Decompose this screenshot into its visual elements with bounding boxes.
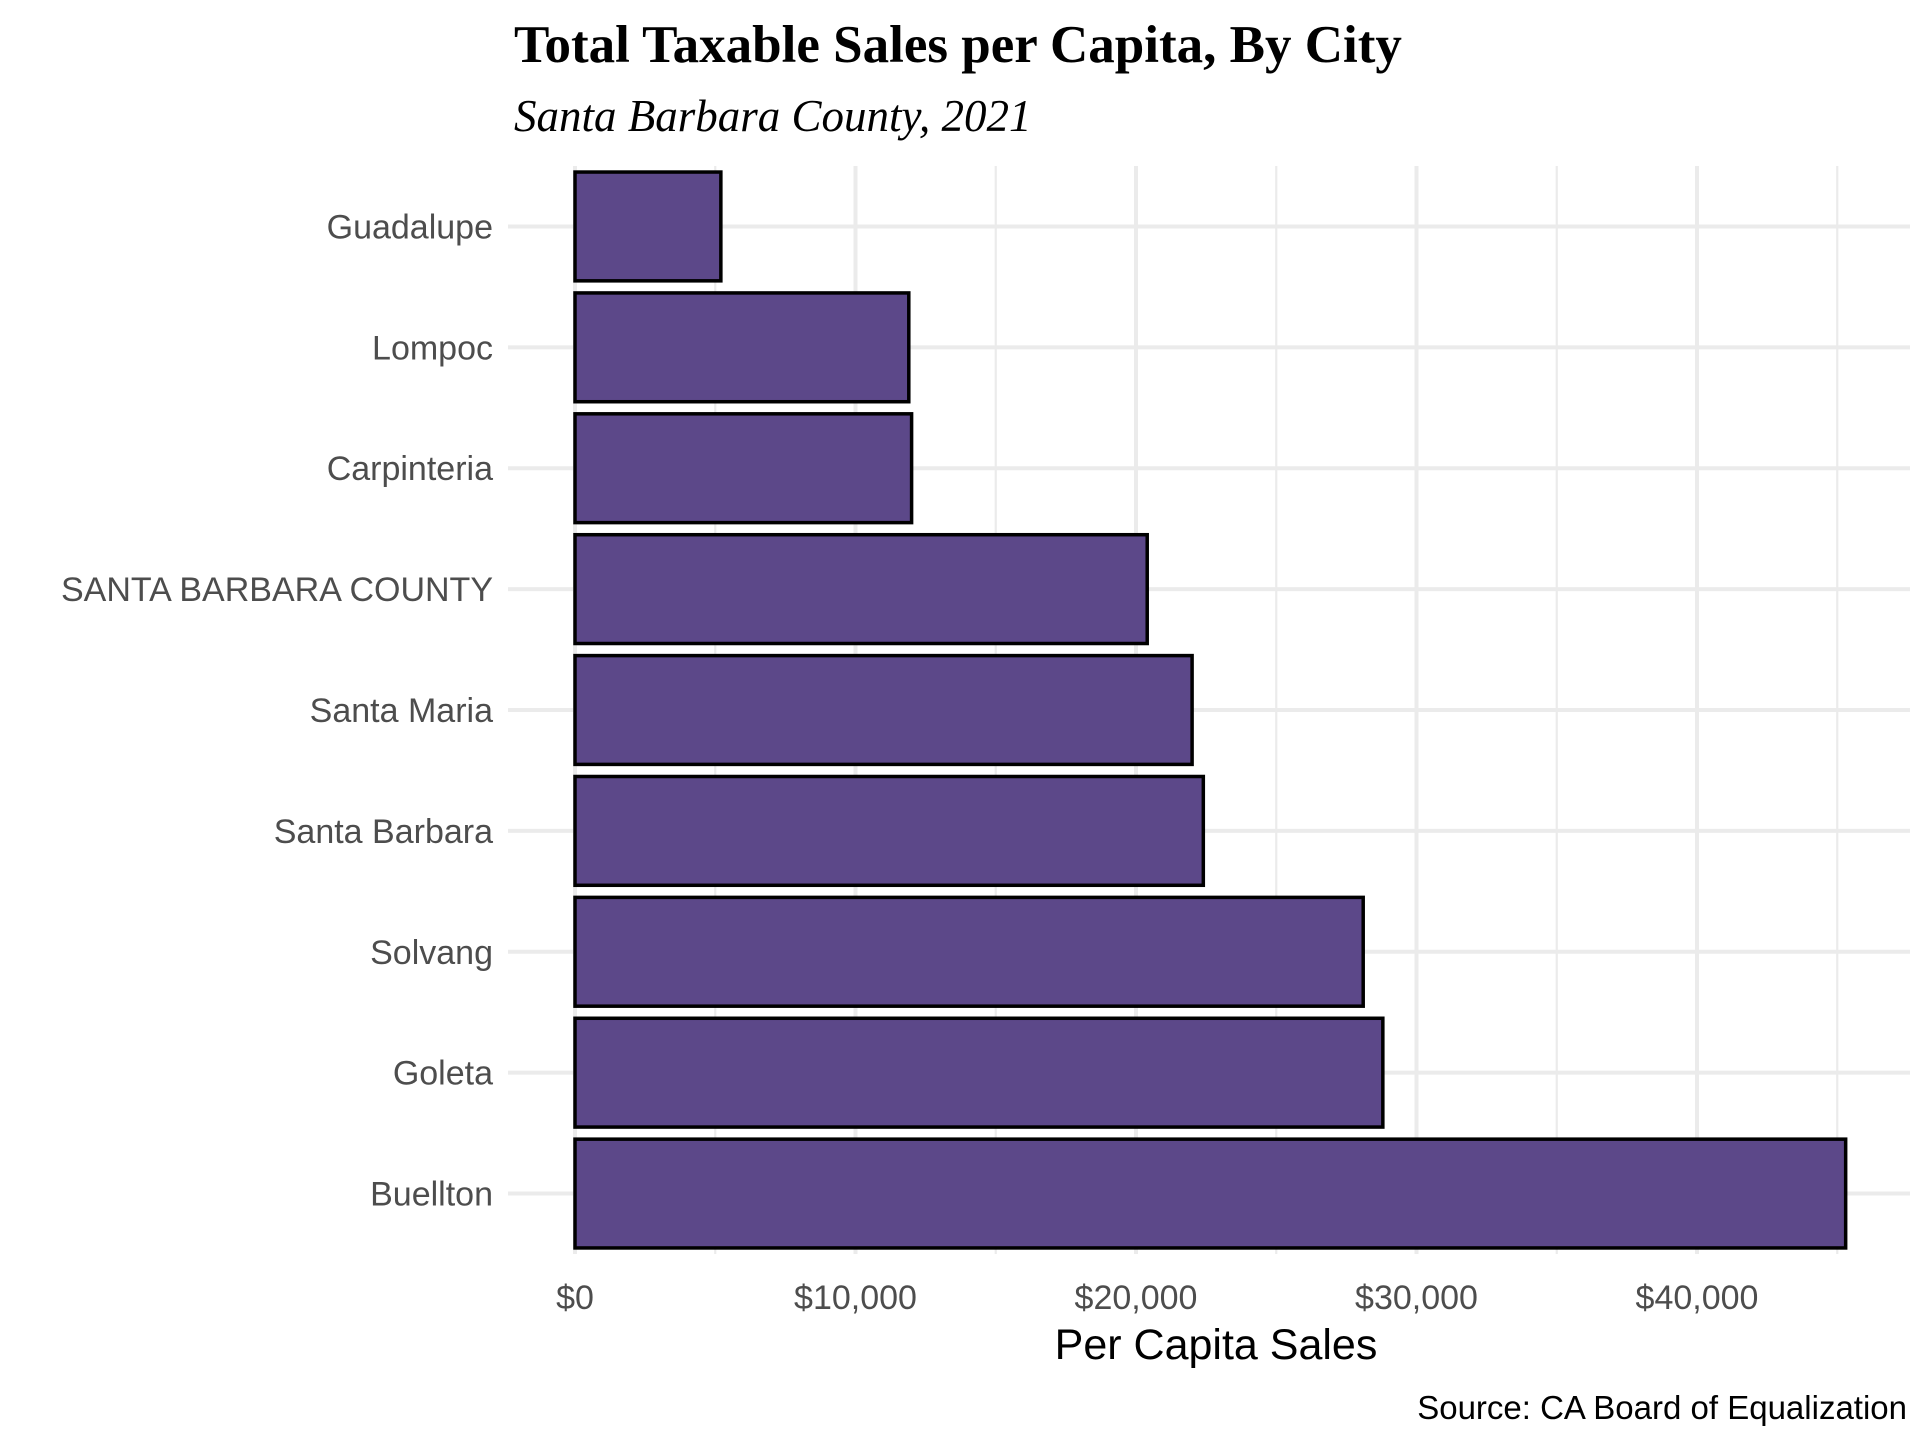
y-tick-label: Buellton bbox=[370, 1176, 493, 1214]
bar-guadalupe bbox=[573, 170, 723, 283]
y-tick-label: Solvang bbox=[370, 934, 493, 972]
bar-santa-barbara-county bbox=[573, 532, 1149, 646]
bar-buellton bbox=[573, 1137, 1848, 1250]
chart-subtitle: Santa Barbara County, 2021 bbox=[514, 91, 1032, 141]
y-tick-label: Santa Maria bbox=[310, 692, 493, 730]
x-axis-title: Per Capita Sales bbox=[1055, 1321, 1378, 1369]
x-tick-label: $0 bbox=[556, 1279, 594, 1317]
x-tick-label: $40,000 bbox=[1636, 1279, 1759, 1317]
y-tick-label: Goleta bbox=[393, 1055, 493, 1093]
y-tick-label: Carpinteria bbox=[327, 450, 493, 488]
x-tick-label: $20,000 bbox=[1075, 1279, 1198, 1317]
bar-carpinteria bbox=[573, 412, 914, 525]
chart-title: Total Taxable Sales per Capita, By City bbox=[514, 16, 1402, 74]
y-tick-label: Santa Barbara bbox=[274, 813, 493, 851]
bars bbox=[573, 170, 1848, 1250]
y-axis-tick-labels: Guadalupe Lompoc Carpinteria SANTA BARBARA … bbox=[61, 208, 493, 1213]
bar-goleta bbox=[573, 1016, 1385, 1129]
x-tick-label: $30,000 bbox=[1355, 1279, 1478, 1317]
y-tick-label: Guadalupe bbox=[327, 208, 493, 246]
bar-santa-barbara bbox=[573, 774, 1206, 888]
x-tick-label: $10,000 bbox=[794, 1279, 917, 1317]
bar-lompoc bbox=[573, 291, 911, 404]
y-tick-label: SANTA BARBARA COUNTY bbox=[61, 571, 493, 609]
x-axis-tick-labels: $0 $10,000 $20,000 $30,000 $40,000 bbox=[556, 1279, 1758, 1317]
y-tick-label: Lompoc bbox=[372, 329, 493, 367]
source-caption: Source: CA Board of Equalization bbox=[1417, 1389, 1907, 1426]
bar-solvang bbox=[573, 895, 1365, 1008]
bar-santa-maria bbox=[573, 653, 1194, 767]
